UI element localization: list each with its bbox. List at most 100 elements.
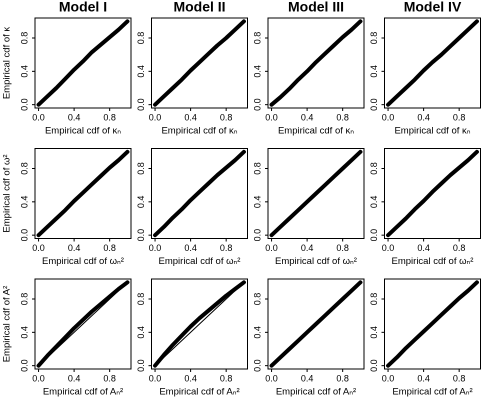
y-tick-label: 0.0 [369,359,379,372]
x-tick-label: 0.4 [417,243,430,253]
data-line [36,149,130,238]
y-tick-label: 0.0 [136,229,146,242]
y-tick-label: 0.4 [19,326,29,339]
x-tick-label: 0.8 [453,373,466,383]
x-tick-label: 0.4 [68,243,81,253]
x-axis-label: Empirical cdf of ωₙ² [392,256,474,267]
x-axis-label: Empirical cdf of ωₙ² [275,256,357,267]
x-tick-label: 0.4 [184,243,197,253]
x-tick-label: 0.8 [336,373,349,383]
x-tick-label: 0.0 [32,373,45,383]
x-tick-label: 0.0 [32,112,45,122]
x-tick-label: 0.0 [265,112,278,122]
y-tick-label: 0.8 [369,32,379,45]
x-tick-label: 0.0 [382,373,395,383]
x-tick-label: 0.4 [68,373,81,383]
x-tick-label: 0.8 [220,243,233,253]
plot-frame [151,148,248,239]
plot-frame [34,17,132,109]
y-tick-label: 0.4 [252,65,262,78]
x-tick-label: 0.8 [220,112,233,122]
y-tick-label: 0.0 [252,98,262,111]
x-tick-label: 0.4 [301,373,314,383]
x-tick-label: 0.0 [149,112,162,122]
x-axis-label: Empirical cdf of ωₙ² [159,256,241,267]
y-tick-label: 0.0 [136,98,146,111]
x-tick-label: 0.8 [336,243,349,253]
plot-frame [384,148,481,239]
data-line [154,281,245,367]
y-tick-label: 0.4 [136,65,146,78]
y-tick-label: 0.8 [136,162,146,175]
data-line [36,19,130,107]
x-tick-label: 0.4 [417,373,430,383]
x-tick-label: 0.8 [453,112,466,122]
y-tick-label: 0.4 [136,196,146,209]
x-tick-label: 0.0 [382,112,395,122]
y-tick-label: 0.0 [19,359,29,372]
data-line [386,19,479,107]
x-tick-label: 0.4 [184,373,197,383]
x-axis-label: Empirical cdf of ωₙ² [42,256,124,267]
x-tick-label: 0.4 [301,243,314,253]
y-tick-label: 0.4 [19,65,29,78]
x-tick-label: 0.0 [32,243,45,253]
y-tick-label: 0.8 [252,293,262,306]
y-tick-label: 0.0 [252,229,262,242]
plot-frame [151,278,248,370]
x-tick-label: 0.0 [149,373,162,383]
y-tick-label: 0.4 [252,326,262,339]
data-line [386,280,479,368]
x-tick-label: 0.4 [68,112,81,122]
y-tick-label: 0.8 [19,162,29,175]
x-tick-label: 0.8 [103,112,116,122]
y-axis-label: Empirical cdf of A² [2,286,13,363]
x-tick-label: 0.8 [453,243,466,253]
x-tick-label: 0.0 [265,373,278,383]
x-tick-label: 0.0 [265,243,278,253]
data-line [153,280,246,368]
data-line [153,149,246,238]
plot-frame [384,17,481,109]
y-axis-label: Empirical cdf of ω² [2,154,13,232]
plot-frame [267,17,365,109]
x-axis-label: Empirical cdf of κₙ [45,126,121,137]
panel-title: Model I [59,0,107,15]
plot-frame [151,17,248,109]
y-tick-label: 0.8 [19,32,29,45]
y-tick-label: 0.8 [136,32,146,45]
panel-title: Model IV [404,0,462,15]
y-tick-label: 0.8 [369,293,379,306]
y-axis-label: Empirical cdf of κ [2,27,13,100]
x-axis-label: Empirical cdf of Aₙ² [43,387,123,398]
y-tick-label: 0.4 [19,196,29,209]
y-tick-label: 0.4 [369,65,379,78]
data-line [153,19,246,107]
x-tick-label: 0.8 [103,373,116,383]
x-axis-label: Empirical cdf of κₙ [278,126,354,137]
plot-frame [267,278,365,370]
plot-frame [34,148,132,239]
y-tick-label: 0.0 [369,229,379,242]
data-line [36,280,130,368]
x-tick-label: 0.4 [417,112,430,122]
data-line [269,19,363,107]
panel-title: Model III [288,0,344,15]
data-line [386,149,479,238]
plot-frame [384,278,481,370]
x-tick-label: 0.4 [184,112,197,122]
y-tick-label: 0.0 [369,98,379,111]
y-tick-label: 0.8 [369,162,379,175]
y-tick-label: 0.0 [19,229,29,242]
y-tick-label: 0.0 [136,359,146,372]
y-tick-label: 0.4 [369,326,379,339]
x-tick-label: 0.8 [220,373,233,383]
plot-frame [267,148,365,239]
y-tick-label: 0.4 [136,326,146,339]
x-axis-label: Empirical cdf of Aₙ² [159,387,239,398]
x-axis-label: Empirical cdf of κₙ [161,126,237,137]
y-tick-label: 0.8 [252,162,262,175]
x-axis-label: Empirical cdf of κₙ [394,126,470,137]
x-axis-label: Empirical cdf of Aₙ² [392,387,472,398]
